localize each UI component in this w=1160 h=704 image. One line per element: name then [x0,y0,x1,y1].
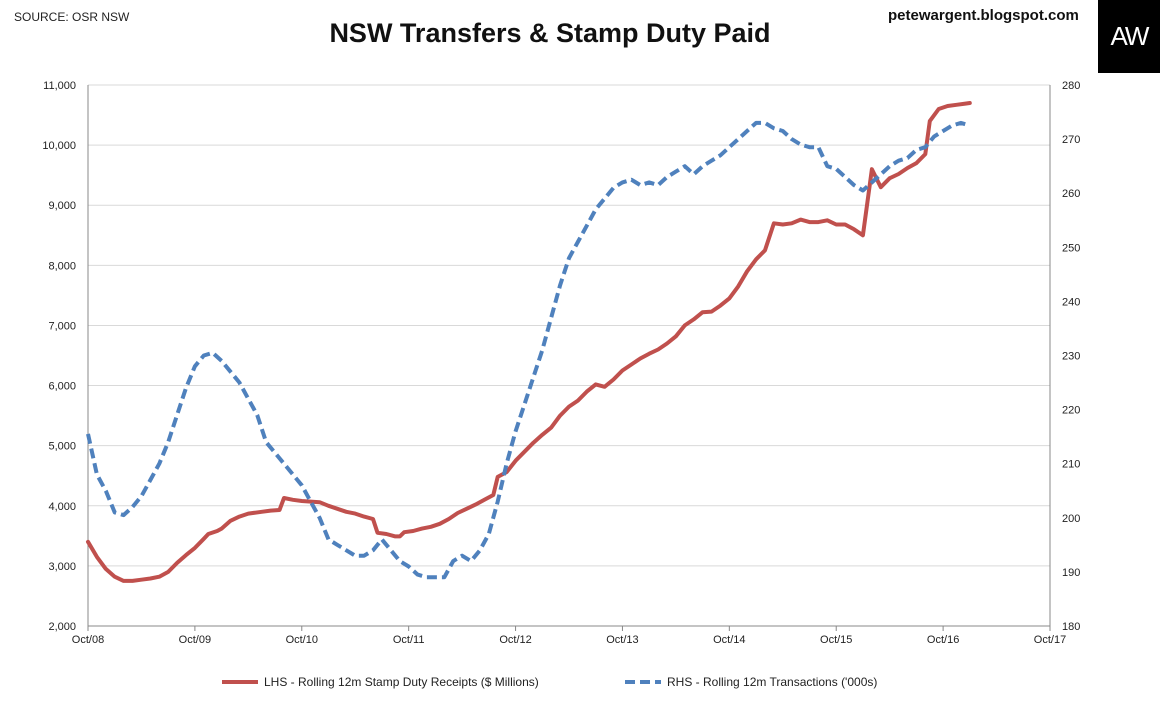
transactions-series-line [86,120,971,580]
series-lines [86,101,972,583]
x-axis: Oct/08 Oct/09 Oct/10 Oct/11 Oct/12 Oct/13 Oct/… [72,626,1066,646]
y-right-tick-label: 270 [1062,134,1080,146]
y-right-tick-label: 280 [1062,80,1080,92]
y-left-tick-label: 5,000 [48,441,76,453]
aw-logo: AW [1098,0,1160,73]
y-left-tick-label: 4,000 [48,501,76,513]
x-tick-label: Oct/17 [1034,634,1066,646]
y-left-tick-label: 10,000 [42,140,76,152]
y-left-tick-label: 6,000 [48,381,76,393]
y-right-tick-label: 260 [1062,188,1080,200]
y-right-tick-label: 180 [1062,621,1080,633]
y-right-tick-label: 190 [1062,567,1080,579]
legend: LHS - Rolling 12m Stamp Duty Receipts ($… [222,675,877,689]
gridlines [87,84,1051,627]
website-label: petewargent.blogspot.com [888,7,1079,24]
chart-title: NSW Transfers & Stamp Duty Paid [329,18,771,48]
y-right-tick-label: 210 [1062,459,1080,471]
y-left-tick-label: 11,000 [43,80,76,92]
x-tick-label: Oct/10 [286,634,318,646]
y-left-tick-label: 3,000 [48,561,76,573]
x-tick-label: Oct/12 [499,634,531,646]
legend-label: LHS - Rolling 12m Stamp Duty Receipts ($… [264,675,539,689]
stamp-duty-series-line [86,101,972,583]
y-left-tick-label: 8,000 [48,260,76,272]
y-right-tick-label: 220 [1062,405,1080,417]
y-right-tick-label: 230 [1062,351,1080,363]
x-tick-label: Oct/08 [72,634,104,646]
x-tick-label: Oct/14 [713,634,745,646]
y-left-tick-label: 7,000 [48,320,76,332]
x-tick-label: Oct/15 [820,634,852,646]
y-left-tick-label: 9,000 [48,200,76,212]
x-tick-label: Oct/09 [179,634,211,646]
legend-label: RHS - Rolling 12m Transactions ('000s) [667,675,877,689]
y-axis-right: 180 190 200 210 220 230 240 250 260 270 280 [1062,80,1080,633]
y-left-tick-label: 2,000 [48,621,76,633]
x-tick-label: Oct/16 [927,634,959,646]
y-right-tick-label: 240 [1062,296,1080,308]
x-tick-label: Oct/13 [606,634,638,646]
y-right-tick-label: 250 [1062,242,1080,254]
x-tick-label: Oct/11 [393,634,425,646]
source-label: SOURCE: OSR NSW [14,10,130,24]
y-axis-left: 2,000 3,000 4,000 5,000 6,000 7,000 8,000 9,000… [42,80,76,633]
y-right-tick-label: 200 [1062,513,1080,525]
